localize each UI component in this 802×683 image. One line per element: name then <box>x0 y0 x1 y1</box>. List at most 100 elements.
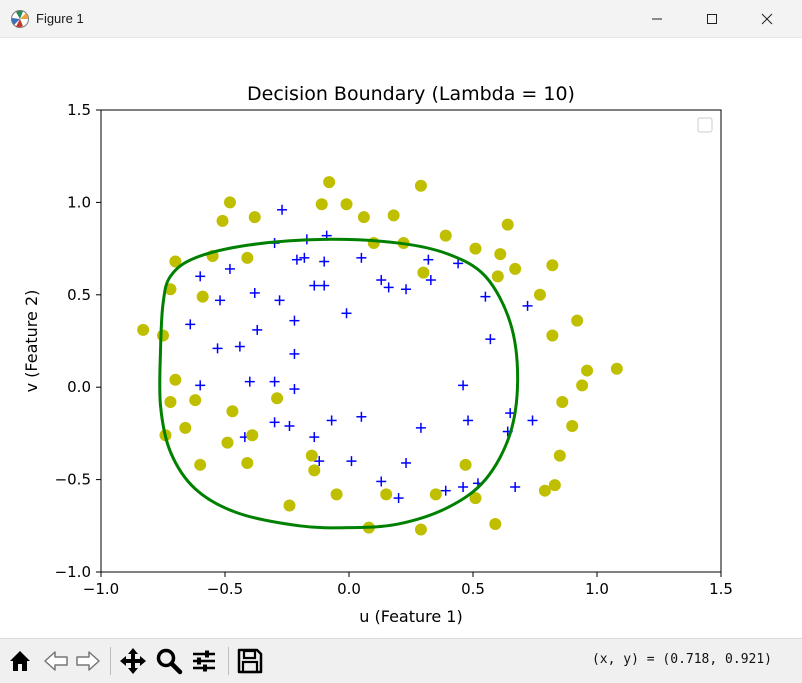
positive-sample-point <box>249 287 260 298</box>
positive-sample-point <box>356 411 367 422</box>
positive-sample-point <box>289 315 300 326</box>
positive-sample-point <box>401 457 412 468</box>
negative-sample-point <box>248 211 261 224</box>
window-title: Figure 1 <box>36 11 84 26</box>
maximize-icon <box>707 14 717 24</box>
forward-button[interactable] <box>72 645 104 677</box>
positive-sample-point <box>393 493 404 504</box>
negative-sample-point <box>566 420 579 433</box>
y-tick-label: 0.0 <box>67 378 91 396</box>
negative-sample-point <box>179 421 192 434</box>
move-arrows-icon <box>120 648 146 674</box>
negative-sample-point <box>556 395 569 408</box>
negative-sample-point <box>494 248 507 261</box>
chart-title: Decision Boundary (Lambda = 10) <box>247 83 575 105</box>
positive-sample-point <box>195 271 206 282</box>
configure-subplots-button[interactable] <box>188 645 220 677</box>
negative-sample-point <box>308 464 321 477</box>
negative-sample-point <box>581 364 594 377</box>
positive-sample-point <box>522 300 533 311</box>
negative-sample-point <box>439 229 452 242</box>
scatter-chart: Decision Boundary (Lambda = 10) −1.0 −0.5… <box>22 83 733 626</box>
positive-sample-point <box>401 284 412 295</box>
negative-sample-point <box>194 458 207 471</box>
positive-sample-point <box>463 415 474 426</box>
negative-sample-point <box>271 392 284 405</box>
sliders-icon <box>193 650 215 672</box>
negative-sample-point <box>548 479 561 492</box>
positive-sample-point <box>319 280 330 291</box>
negative-sample-point <box>546 329 559 342</box>
home-button[interactable] <box>4 645 36 677</box>
positive-sample-point <box>326 415 337 426</box>
positive-sample-point <box>277 204 288 215</box>
title-bar: Figure 1 <box>0 0 802 38</box>
y-tick-label: 1.0 <box>67 193 91 211</box>
negative-sample-point <box>509 262 522 275</box>
negative-sample-point <box>414 523 427 536</box>
positive-sample-point <box>252 324 263 335</box>
negative-sample-point <box>576 379 589 392</box>
negative-sample-point <box>610 362 623 375</box>
negative-sample-point <box>246 429 259 442</box>
negative-sample-point <box>414 179 427 192</box>
x-tick-label: −0.5 <box>207 580 243 598</box>
negative-sample-point <box>546 259 559 272</box>
zoom-button[interactable] <box>153 645 185 677</box>
negative-sample-point <box>169 255 182 268</box>
close-icon <box>761 13 773 25</box>
decision-boundary-curve <box>158 237 520 530</box>
positive-sample-point <box>289 348 300 359</box>
positive-sample-point <box>319 256 330 267</box>
x-tick-label: 1.5 <box>709 580 733 598</box>
positive-sample-point <box>356 252 367 263</box>
positive-sample-point <box>376 275 387 286</box>
negative-sample-point <box>538 484 551 497</box>
matplotlib-logo-icon <box>11 10 29 28</box>
positive-sample-point <box>510 481 521 492</box>
negative-sample-point <box>164 283 177 296</box>
negative-sample-point <box>533 288 546 301</box>
positive-sample-point <box>299 252 310 263</box>
negative-sample-point <box>459 458 472 471</box>
positive-sample-point <box>341 308 352 319</box>
maximize-button[interactable] <box>689 0 735 38</box>
positive-sample-point <box>376 476 387 487</box>
negative-sample-point <box>189 394 202 407</box>
positive-sample-point <box>309 432 320 443</box>
x-tick-label: 0.5 <box>461 580 485 598</box>
save-button[interactable] <box>234 645 266 677</box>
close-button[interactable] <box>744 0 790 38</box>
x-tick-label: 0.0 <box>337 580 361 598</box>
floppy-disk-icon <box>237 648 263 674</box>
negative-sample-point <box>196 290 209 303</box>
positive-sample-point <box>309 280 320 291</box>
positive-sample-point <box>269 376 280 387</box>
negative-sample-point <box>283 499 296 512</box>
negative-sample-point <box>164 395 177 408</box>
positive-sample-point <box>383 282 394 293</box>
positive-sample-point <box>415 422 426 433</box>
positive-sample-point <box>346 456 357 467</box>
negative-sample-point <box>491 270 504 283</box>
minimize-button[interactable] <box>634 0 680 38</box>
positive-sample-point <box>458 481 469 492</box>
x-tick-label: 1.0 <box>585 580 609 598</box>
negative-sample-point <box>340 198 353 211</box>
negative-sample-point <box>241 251 254 264</box>
home-icon <box>10 651 30 671</box>
figure-canvas[interactable]: Decision Boundary (Lambda = 10) −1.0 −0.5… <box>0 38 802 638</box>
negative-sample-point <box>489 517 502 530</box>
pan-button[interactable] <box>117 645 149 677</box>
positive-sample-point <box>274 295 285 306</box>
negative-sample-point <box>216 214 229 227</box>
positive-sample-point <box>453 258 464 269</box>
positive-sample-point <box>291 254 302 265</box>
negative-sample-point <box>501 218 514 231</box>
positive-sample-point <box>314 456 325 467</box>
toolbar-separator <box>110 647 111 675</box>
positive-sample-point <box>425 275 436 286</box>
back-button[interactable] <box>40 645 72 677</box>
toolbar-separator <box>228 647 229 675</box>
cursor-coordinates: (x, y) = (0.718, 0.921) <box>591 652 772 667</box>
